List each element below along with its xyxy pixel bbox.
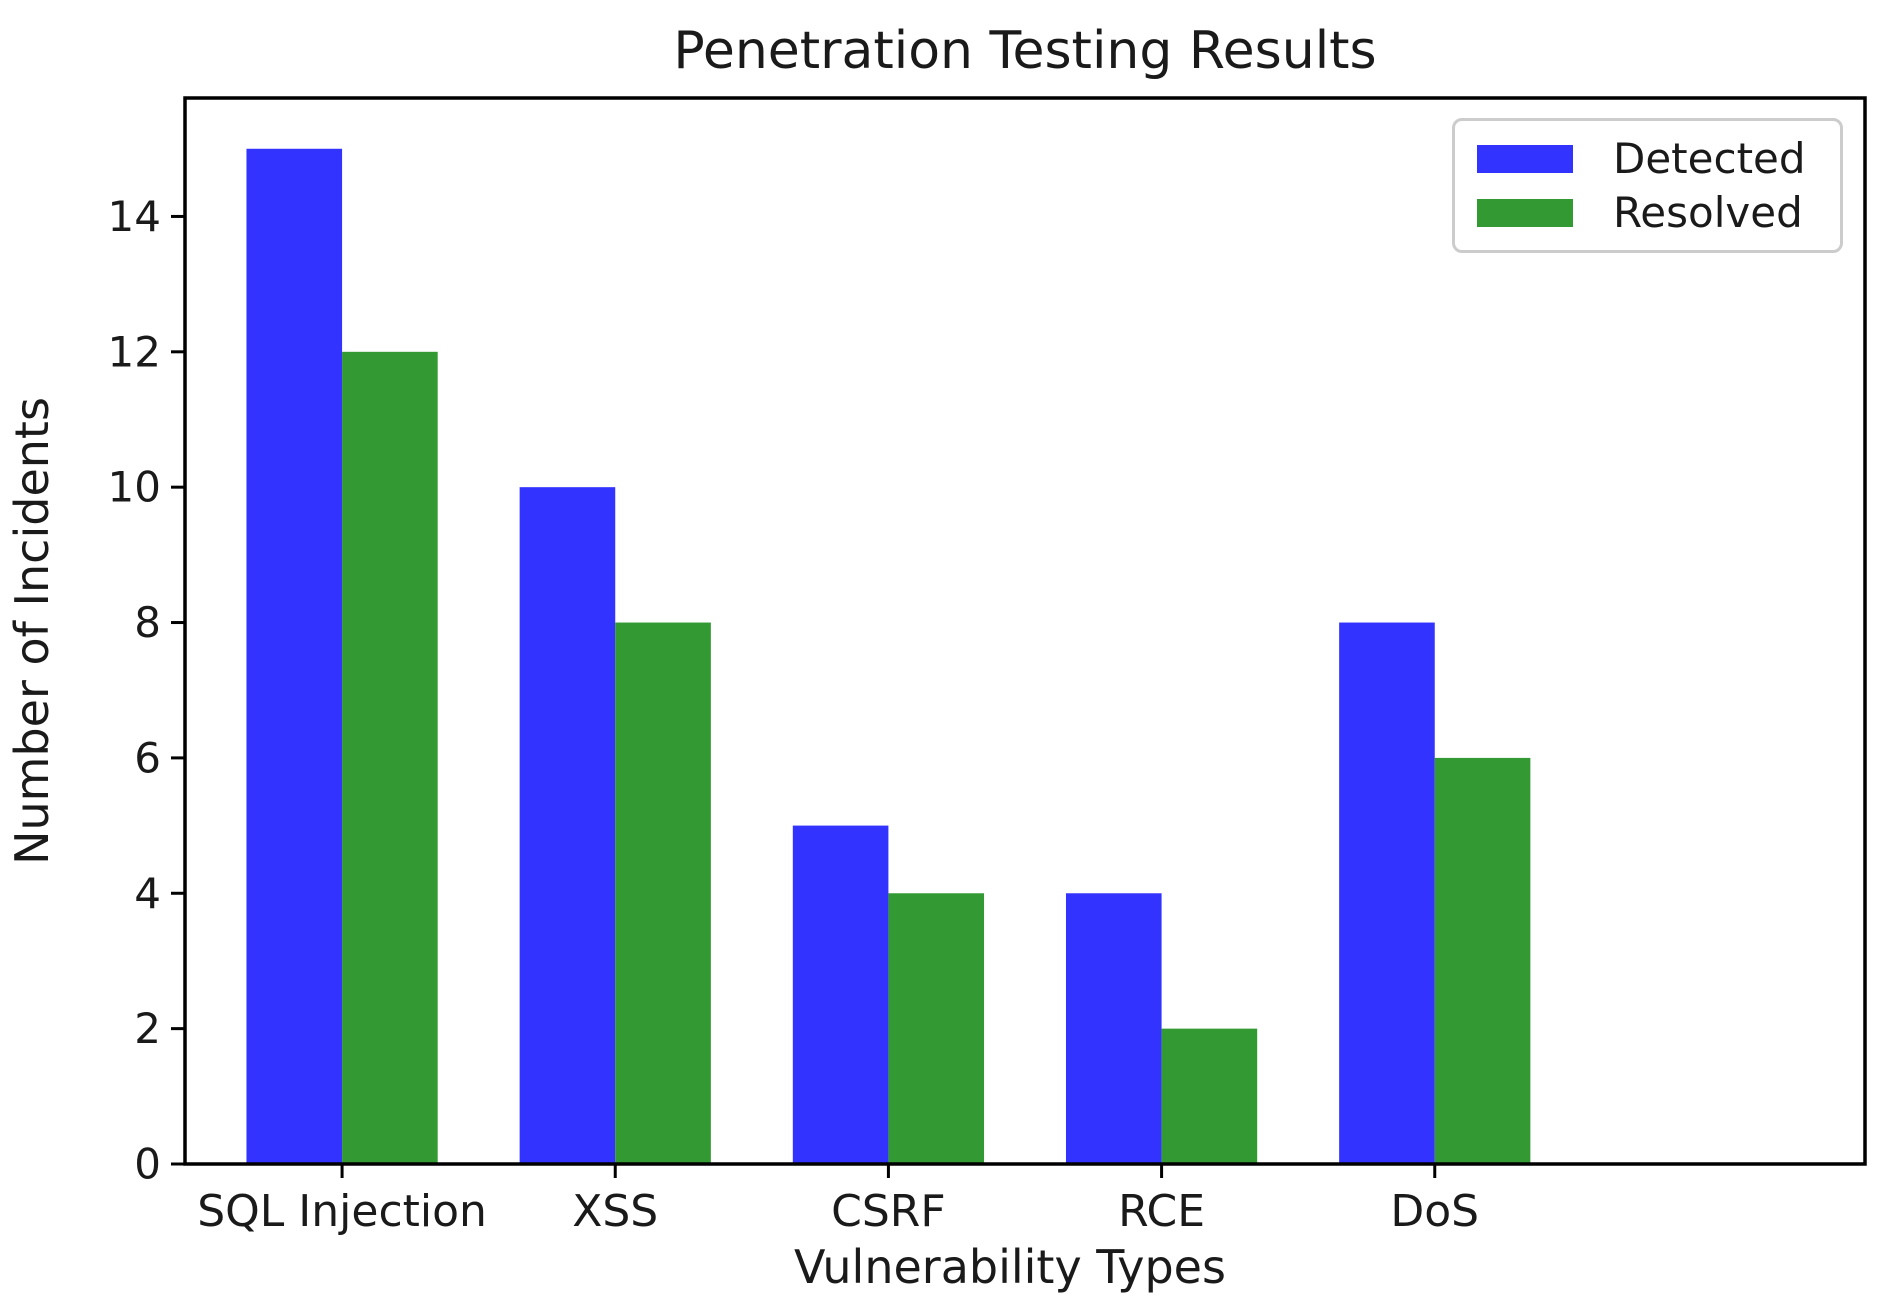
x-tick-label-csrf: CSRF xyxy=(831,1186,946,1237)
legend-label-detected: Detected xyxy=(1613,133,1806,183)
bar-resolved-dos xyxy=(1434,757,1531,1164)
bar-resolved-rce xyxy=(1161,1028,1258,1164)
plot-area: 0 2 4 6 8 10 12 14 SQL Injection XSS CSRF RCE DoS xyxy=(108,96,1867,1237)
plot-frame xyxy=(183,96,1867,1166)
bar-resolved-csrf xyxy=(888,893,985,1164)
y-tick-label: 14 xyxy=(108,192,161,241)
y-tick-label: 10 xyxy=(108,463,161,512)
y-tick-label: 12 xyxy=(108,327,161,376)
y-tick-label: 6 xyxy=(134,733,161,782)
bar-resolved-sql-injection xyxy=(342,351,438,1164)
bar-detected-dos xyxy=(1339,622,1435,1164)
x-axis-label: Vulnerability Types xyxy=(794,1240,1226,1294)
bar-detected-xss xyxy=(519,487,616,1165)
legend-item-detected: Detected xyxy=(1477,133,1818,183)
x-tick-label-dos: DoS xyxy=(1390,1186,1479,1237)
legend-swatch-detected xyxy=(1477,144,1573,173)
y-axis-label: Number of Incidents xyxy=(5,397,59,865)
legend-item-resolved: Resolved xyxy=(1477,187,1818,237)
chart-title: Penetration Testing Results xyxy=(673,21,1376,81)
bar-detected-csrf xyxy=(792,825,889,1164)
x-tick-label-sql-injection: SQL Injection xyxy=(197,1186,487,1237)
y-tick-label: 8 xyxy=(134,598,161,647)
x-tick-label-rce: RCE xyxy=(1118,1186,1205,1237)
bar-detected-rce xyxy=(1065,893,1162,1164)
legend-swatch-resolved xyxy=(1477,198,1573,227)
legend: Detected Resolved xyxy=(1452,118,1843,253)
y-tick-label: 0 xyxy=(134,1140,161,1189)
y-tick-label: 2 xyxy=(134,1004,161,1053)
legend-label-resolved: Resolved xyxy=(1613,187,1803,237)
x-tick-label-xss: XSS xyxy=(572,1186,658,1237)
y-tick-label: 4 xyxy=(134,869,161,918)
bar-resolved-xss xyxy=(615,622,711,1164)
bar-detected-sql-injection xyxy=(246,148,343,1164)
